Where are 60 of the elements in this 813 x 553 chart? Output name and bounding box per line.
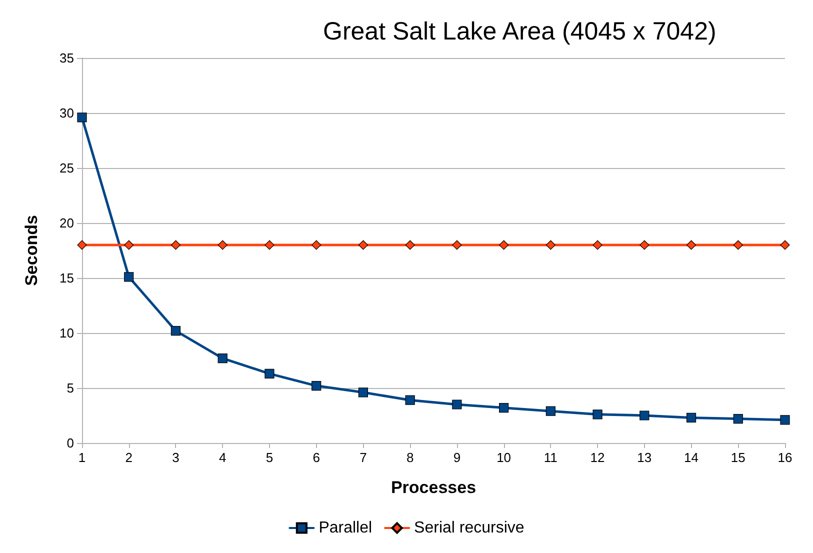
- x-tick-label: 6: [312, 450, 320, 465]
- x-tick-label: 9: [453, 450, 461, 465]
- y-axis-title: Seconds: [22, 215, 41, 286]
- point: [124, 272, 134, 282]
- point: [170, 326, 181, 336]
- point: [124, 240, 134, 250]
- point: [780, 415, 790, 425]
- point: [733, 240, 743, 250]
- point: [733, 414, 743, 424]
- x-tick-label: 3: [172, 450, 180, 465]
- x-tick-label: 1: [78, 450, 86, 465]
- y-tick-label: 30: [60, 106, 74, 120]
- point: [592, 240, 602, 250]
- x-tick-label: 11: [544, 450, 558, 465]
- x-tick-label: 2: [125, 450, 132, 465]
- x-tick-label: 16: [778, 450, 792, 465]
- point: [170, 240, 181, 250]
- point: [77, 240, 87, 250]
- point: [452, 400, 462, 410]
- point: [592, 410, 602, 420]
- point: [499, 403, 509, 413]
- x-tick-label: 14: [684, 450, 698, 465]
- point: [499, 240, 509, 250]
- point: [640, 410, 650, 420]
- point: [264, 368, 274, 378]
- point: [405, 240, 415, 250]
- x-axis-title: Processes: [390, 478, 476, 497]
- point: [686, 240, 696, 250]
- point: [405, 395, 415, 405]
- point: [264, 240, 274, 250]
- x-tick-label: 10: [496, 450, 512, 465]
- x-tick-label: 8: [406, 450, 414, 465]
- x-tick-label: 13: [637, 450, 652, 465]
- y-tick-label: 25: [60, 160, 74, 176]
- x-tick-label: 7: [360, 450, 367, 465]
- legend-label: Serial recursive: [414, 520, 524, 536]
- point: [686, 412, 696, 422]
- x-tick-label: 15: [730, 450, 746, 465]
- y-tick-label: 35: [60, 50, 74, 66]
- point: [358, 388, 368, 398]
- point: [312, 240, 322, 250]
- point: [546, 240, 556, 250]
- chart-title: Great Salt Lake Area (4045 x 7042): [323, 18, 716, 46]
- y-tick-label: 5: [66, 380, 74, 396]
- point: [780, 240, 790, 250]
- y-tick-label: 15: [60, 270, 74, 286]
- point: [218, 354, 228, 364]
- point: [452, 240, 462, 250]
- y-tick-label: 10: [60, 326, 74, 340]
- y-tick-label: 0: [66, 436, 74, 450]
- point: [640, 240, 650, 250]
- point: [218, 240, 228, 250]
- point: [546, 406, 556, 416]
- point: [358, 240, 368, 250]
- x-tick-label: 12: [590, 450, 605, 465]
- x-tick-label: 5: [266, 450, 274, 465]
- x-tick-label: 4: [218, 450, 226, 465]
- point: [312, 381, 322, 391]
- legend-label: Parallel: [318, 520, 372, 536]
- y-tick-label: 20: [60, 216, 74, 230]
